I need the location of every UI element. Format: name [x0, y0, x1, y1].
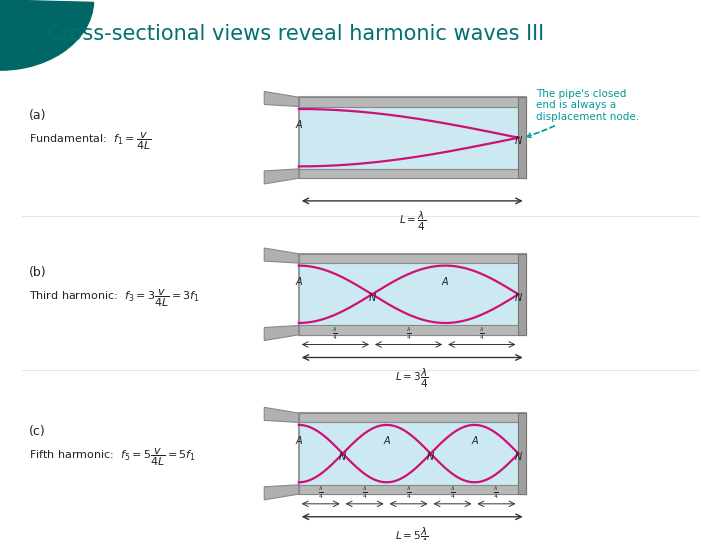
Text: $L = 5\dfrac{\lambda}{4}$: $L = 5\dfrac{\lambda}{4}$: [395, 526, 429, 540]
Text: A: A: [383, 436, 390, 446]
Text: Third harmonic:  $f_3 = 3\dfrac{v}{4L} = 3f_1$: Third harmonic: $f_3 = 3\dfrac{v}{4L} = …: [29, 288, 199, 309]
Text: N: N: [515, 452, 522, 462]
Text: $\frac{\lambda}{4}$: $\frac{\lambda}{4}$: [449, 485, 456, 501]
Text: N: N: [515, 136, 522, 146]
Polygon shape: [264, 169, 299, 184]
Text: The pipe's closed
end is always a
displacement node.: The pipe's closed end is always a displa…: [526, 89, 639, 137]
Bar: [299, 97, 526, 178]
Polygon shape: [264, 326, 299, 341]
Text: A: A: [442, 277, 449, 287]
Bar: [299, 254, 526, 263]
Text: Cross-sectional views reveal harmonic waves III: Cross-sectional views reveal harmonic wa…: [47, 24, 544, 44]
Text: N: N: [339, 452, 346, 462]
Bar: [299, 326, 526, 335]
Text: $\frac{\lambda}{4}$: $\frac{\lambda}{4}$: [405, 326, 412, 342]
Text: A: A: [471, 436, 478, 446]
Text: $\frac{\lambda}{4}$: $\frac{\lambda}{4}$: [333, 326, 338, 342]
Bar: [299, 254, 526, 335]
Bar: [299, 97, 526, 106]
Text: $L = \dfrac{\lambda}{4}$: $L = \dfrac{\lambda}{4}$: [399, 210, 426, 233]
Text: $\frac{\lambda}{4}$: $\frac{\lambda}{4}$: [479, 326, 485, 342]
Bar: [518, 97, 526, 178]
Polygon shape: [264, 407, 299, 422]
Text: Fundamental:  $f_1 = \dfrac{v}{4L}$: Fundamental: $f_1 = \dfrac{v}{4L}$: [29, 131, 151, 152]
Text: $\frac{\lambda}{4}$: $\frac{\lambda}{4}$: [361, 485, 368, 501]
Bar: [518, 413, 526, 494]
Text: (b): (b): [29, 266, 46, 279]
Text: $\frac{\lambda}{4}$: $\frac{\lambda}{4}$: [318, 485, 324, 501]
Text: A: A: [295, 277, 302, 287]
Text: A: A: [295, 436, 302, 446]
Wedge shape: [0, 0, 94, 70]
Polygon shape: [264, 91, 299, 106]
Polygon shape: [264, 485, 299, 500]
Bar: [299, 413, 526, 494]
Polygon shape: [264, 248, 299, 263]
Text: $\frac{\lambda}{4}$: $\frac{\lambda}{4}$: [405, 485, 412, 501]
Text: (c): (c): [29, 425, 45, 438]
Text: (a): (a): [29, 109, 46, 123]
Bar: [299, 485, 526, 494]
Text: A: A: [295, 120, 302, 130]
Text: $L = 3\dfrac{\lambda}{4}$: $L = 3\dfrac{\lambda}{4}$: [395, 366, 429, 390]
Bar: [299, 413, 526, 422]
Text: Fifth harmonic:  $f_5 = 5\dfrac{v}{4L} = 5f_1$: Fifth harmonic: $f_5 = 5\dfrac{v}{4L} = …: [29, 447, 196, 468]
Text: N: N: [427, 452, 434, 462]
Text: $\frac{\lambda}{4}$: $\frac{\lambda}{4}$: [493, 485, 500, 501]
Bar: [518, 254, 526, 335]
Bar: [299, 169, 526, 178]
Text: N: N: [369, 293, 376, 303]
Text: N: N: [515, 293, 522, 303]
